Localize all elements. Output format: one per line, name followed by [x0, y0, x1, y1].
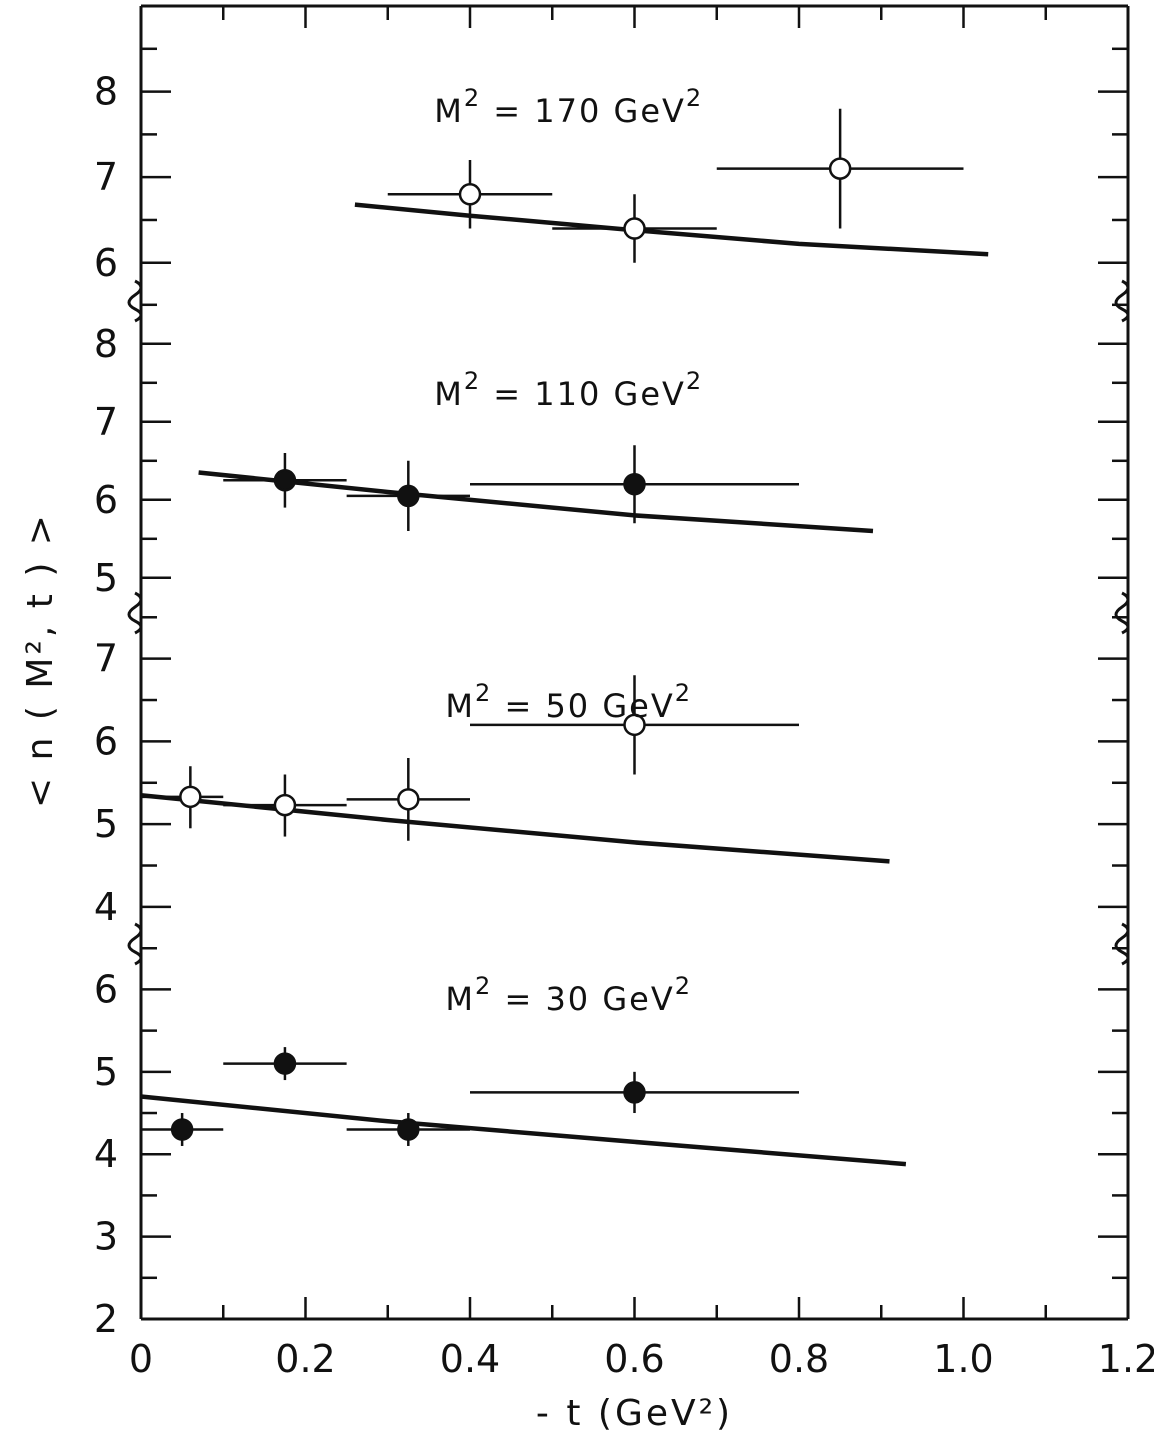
data-point: [273, 1052, 297, 1075]
panel-label: M2 = 30 GeV2: [445, 972, 692, 1018]
panel-label: M2 = 50 GeV2: [445, 679, 692, 725]
data-point: [397, 484, 420, 508]
data-point: [273, 793, 297, 817]
data-point: [623, 472, 646, 496]
y-tick-label: 5: [94, 1050, 118, 1094]
axis-break-mark: [1114, 922, 1130, 966]
data-point: [397, 1118, 420, 1141]
y-tick-label: 4: [94, 1132, 118, 1176]
panel: 4 5 6 7 M2 = 50 GeV2: [94, 616, 1130, 966]
x-tick-label: 1.0: [933, 1337, 993, 1381]
x-tick-label: 0.6: [604, 1337, 664, 1381]
data-point: [623, 713, 646, 737]
y-tick-label: 8: [94, 322, 118, 366]
axis-break-mark: [127, 591, 143, 635]
y-tick-label: 7: [94, 637, 118, 681]
x-tick-label: 0: [129, 1337, 153, 1381]
data-point: [458, 183, 482, 206]
x-tick-label: 0.2: [275, 1337, 335, 1381]
panels: 6 7 8 M2 = 170 GeV2 5 6 7 8 M2 = 110 GeV2 4 5 6 7 M2 …: [94, 47, 1130, 1341]
y-tick-label: 7: [94, 155, 118, 199]
y-tick-label: 2: [94, 1297, 118, 1341]
y-tick-label: 5: [94, 802, 118, 846]
fit-curve: [140, 792, 890, 864]
data-point: [273, 469, 297, 492]
y-tick-label: 6: [94, 241, 118, 285]
panel: 2 3 4 5 6 M2 = 30 GeV2: [94, 946, 1128, 1341]
panel-label: M2 = 170 GeV2: [434, 84, 703, 130]
axis-break-mark: [127, 279, 143, 323]
data-point: [179, 785, 202, 809]
axis-break-mark: [127, 922, 143, 966]
y-tick-label: 8: [94, 70, 118, 114]
x-tick-label: 0.8: [769, 1337, 829, 1381]
data-point: [623, 217, 646, 240]
x-tick-label: 0.4: [440, 1337, 500, 1381]
y-tick-label: 6: [94, 967, 118, 1011]
x-axis: 0 0.2 0.4 0.6 0.8 1.0 1.2: [129, 6, 1154, 1381]
y-tick-label: 3: [94, 1215, 118, 1259]
data-point: [170, 1118, 194, 1141]
axis-break-mark: [1114, 279, 1130, 323]
y-tick-label: 4: [94, 885, 118, 929]
y-tick-label: 7: [94, 400, 118, 444]
y-tick-label: 6: [94, 478, 118, 522]
panel: 5 6 7 8 M2 = 110 GeV2: [94, 303, 1130, 635]
data-point: [623, 1081, 646, 1104]
y-axis-title: < n ( M², t ) >: [20, 512, 61, 808]
axis-break-mark: [1114, 591, 1130, 635]
panel-label: M2 = 110 GeV2: [434, 367, 703, 413]
data-point: [828, 157, 852, 180]
fit-curve: [140, 1094, 907, 1167]
y-tick-label: 5: [94, 556, 118, 600]
y-tick-label: 6: [94, 719, 118, 763]
x-axis-title: - t (GeV²): [536, 1393, 733, 1434]
x-tick-label: 1.2: [1098, 1337, 1154, 1381]
panel: 6 7 8 M2 = 170 GeV2: [94, 47, 1130, 323]
data-point: [397, 788, 420, 811]
